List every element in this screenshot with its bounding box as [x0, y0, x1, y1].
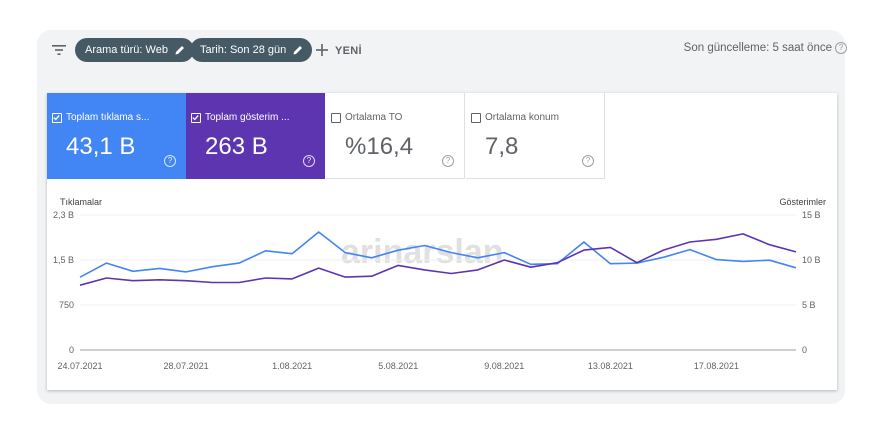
filter-toolbar: Arama türü: Web Tarih: Son 28 gün YENİ S…	[37, 30, 847, 72]
x-axis-tick: 13.08.2021	[588, 361, 633, 371]
checkbox-checked-icon[interactable]	[191, 113, 201, 123]
right-axis-title: Gösterimler	[779, 197, 826, 207]
x-axis-tick: 28.07.2021	[164, 361, 209, 371]
help-icon[interactable]: ?	[303, 155, 315, 167]
help-icon[interactable]: ?	[582, 155, 594, 167]
date-range-chip[interactable]: Tarih: Son 28 gün	[190, 38, 313, 62]
performance-chart: arinarslan Tıklamalar Gösterimler 2,3 B 1…	[53, 197, 826, 371]
x-axis-tick: 5.08.2021	[378, 361, 418, 371]
last-updated-text: Son güncelleme: 5 saat önce?	[684, 42, 847, 54]
metric-average-position[interactable]: Ortalama konum 7,8 ?	[466, 93, 605, 179]
series-line-clicks[interactable]	[79, 231, 797, 278]
help-icon[interactable]: ?	[442, 155, 454, 167]
x-axis-tick: 1.08.2021	[272, 361, 312, 371]
checkbox-unchecked-icon[interactable]	[331, 113, 341, 123]
x-axis-tick: 24.07.2021	[57, 361, 102, 371]
left-axis-tick: 2,3 B	[53, 210, 74, 220]
metric-average-ctr[interactable]: Ortalama TO %16,4 ?	[326, 93, 465, 179]
left-axis-tick: 0	[69, 345, 74, 355]
add-filter-label: YENİ	[335, 45, 362, 57]
metric-value: %16,4	[345, 133, 414, 160]
right-axis-tick: 0	[802, 345, 807, 355]
checkbox-unchecked-icon[interactable]	[471, 113, 481, 123]
search-type-chip[interactable]: Arama türü: Web	[75, 38, 194, 62]
edit-pencil-icon	[293, 46, 303, 55]
filter-icon[interactable]	[51, 42, 67, 58]
right-axis-tick: 10 B	[802, 255, 821, 265]
last-updated-label: Son güncelleme: 5 saat önce	[683, 42, 832, 55]
left-axis-tick: 1,5 B	[53, 255, 74, 265]
checkbox-checked-icon[interactable]	[52, 113, 62, 123]
series-line-impressions[interactable]	[79, 233, 797, 286]
left-axis-title: Tıklamalar	[60, 197, 102, 207]
right-axis-tick: 15 B	[802, 210, 821, 220]
help-icon[interactable]: ?	[835, 42, 847, 54]
left-axis-tick: 750	[59, 300, 74, 310]
help-icon[interactable]: ?	[164, 155, 176, 167]
search-type-chip-label: Arama türü: Web	[85, 44, 168, 56]
edit-pencil-icon	[175, 46, 184, 55]
plus-icon	[316, 44, 328, 56]
watermark: arinarslan	[341, 233, 504, 271]
performance-card: Toplam tıklama s... 43,1 B ? Toplam göst…	[47, 93, 837, 390]
metric-value: 43,1 B	[66, 133, 136, 160]
x-axis-tick: 9.08.2021	[484, 361, 524, 371]
date-range-chip-label: Tarih: Son 28 gün	[200, 44, 287, 56]
metric-total-clicks[interactable]: Toplam tıklama s... 43,1 B ?	[47, 93, 186, 179]
metric-value: 263 B	[205, 133, 268, 160]
x-axis-tick: 17.08.2021	[694, 361, 739, 371]
metric-value: 7,8	[485, 133, 519, 160]
add-filter-button[interactable]: YENİ	[315, 40, 362, 62]
metric-total-impressions[interactable]: Toplam gösterim ... 263 B ?	[186, 93, 325, 179]
right-axis-tick: 5 B	[802, 300, 816, 310]
